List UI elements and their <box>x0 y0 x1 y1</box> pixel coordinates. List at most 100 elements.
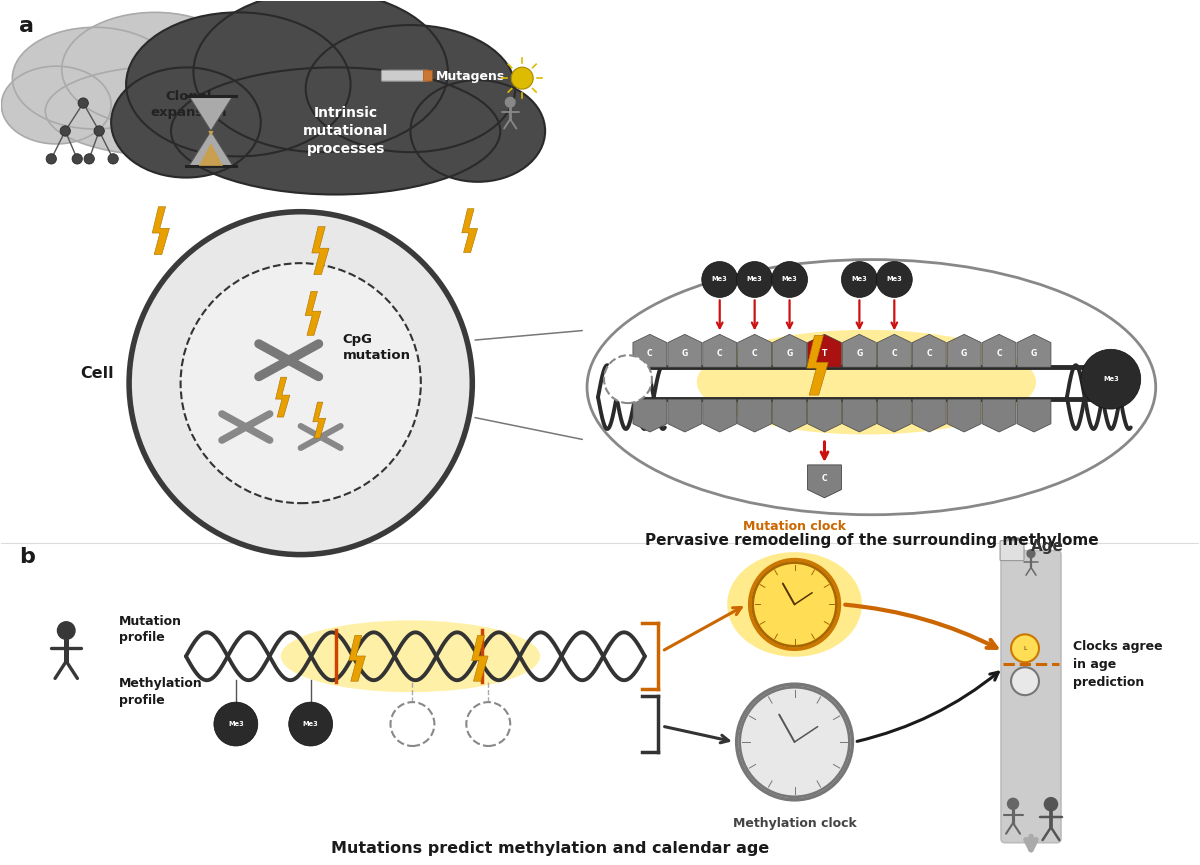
Text: L: L <box>1024 646 1027 650</box>
Text: b: b <box>19 547 35 567</box>
Circle shape <box>289 702 332 746</box>
Polygon shape <box>632 399 667 432</box>
Circle shape <box>390 702 434 746</box>
Polygon shape <box>703 334 737 368</box>
Text: Methylation clock: Methylation clock <box>733 817 857 830</box>
Text: T: T <box>822 349 827 358</box>
Ellipse shape <box>281 620 540 692</box>
Circle shape <box>108 154 119 164</box>
Circle shape <box>1012 667 1039 695</box>
Polygon shape <box>632 334 667 368</box>
Polygon shape <box>668 399 702 432</box>
Ellipse shape <box>112 67 260 177</box>
Text: C: C <box>822 474 827 484</box>
Polygon shape <box>199 144 223 166</box>
FancyBboxPatch shape <box>1000 541 1024 561</box>
Polygon shape <box>877 399 911 432</box>
Circle shape <box>511 67 533 89</box>
Polygon shape <box>668 334 702 368</box>
Text: C: C <box>716 349 722 358</box>
Circle shape <box>876 261 912 298</box>
Text: Mutation clock: Mutation clock <box>743 520 846 533</box>
Text: a: a <box>19 16 35 36</box>
Text: Me3: Me3 <box>302 721 318 727</box>
Circle shape <box>841 261 877 298</box>
Circle shape <box>737 684 852 800</box>
Ellipse shape <box>221 75 319 147</box>
Polygon shape <box>349 636 366 682</box>
Text: C: C <box>892 349 898 358</box>
Ellipse shape <box>1 67 112 144</box>
Text: C: C <box>647 349 653 358</box>
Polygon shape <box>877 334 911 368</box>
Polygon shape <box>912 399 946 432</box>
Polygon shape <box>773 399 806 432</box>
Polygon shape <box>738 399 772 432</box>
Polygon shape <box>305 292 320 336</box>
Ellipse shape <box>46 67 287 156</box>
Polygon shape <box>472 636 488 682</box>
Text: Intrinsic
mutational
processes: Intrinsic mutational processes <box>302 106 389 156</box>
Circle shape <box>604 356 652 403</box>
Text: Me3: Me3 <box>852 277 868 283</box>
FancyBboxPatch shape <box>382 70 428 81</box>
Circle shape <box>772 261 808 298</box>
Circle shape <box>1012 634 1039 663</box>
Text: C: C <box>752 349 757 358</box>
Circle shape <box>72 154 83 164</box>
FancyBboxPatch shape <box>424 70 432 81</box>
Circle shape <box>180 263 421 503</box>
Polygon shape <box>1018 399 1051 432</box>
Ellipse shape <box>170 67 500 195</box>
Text: G: G <box>786 349 793 358</box>
Circle shape <box>505 98 515 107</box>
Ellipse shape <box>12 28 176 129</box>
Text: Me3: Me3 <box>746 277 762 283</box>
Polygon shape <box>313 402 325 438</box>
Ellipse shape <box>410 80 545 182</box>
Polygon shape <box>209 131 214 136</box>
Polygon shape <box>152 207 169 254</box>
Ellipse shape <box>193 0 448 152</box>
Polygon shape <box>806 336 828 395</box>
Circle shape <box>1044 798 1057 811</box>
Circle shape <box>750 560 840 650</box>
Ellipse shape <box>126 12 350 157</box>
Text: Clocks agree
in age
prediction: Clocks agree in age prediction <box>1073 640 1163 689</box>
Text: Mutations predict methylation and calendar age: Mutations predict methylation and calend… <box>331 841 769 855</box>
Circle shape <box>84 154 95 164</box>
FancyBboxPatch shape <box>1001 551 1061 843</box>
Ellipse shape <box>587 260 1156 515</box>
Polygon shape <box>808 334 841 368</box>
Text: Me3: Me3 <box>228 721 244 727</box>
Text: C: C <box>926 349 932 358</box>
Text: Mutation
profile: Mutation profile <box>119 615 182 644</box>
Circle shape <box>739 687 850 797</box>
Circle shape <box>130 212 473 554</box>
Polygon shape <box>808 399 841 432</box>
Polygon shape <box>912 334 946 368</box>
Circle shape <box>46 154 56 164</box>
Text: Age: Age <box>1031 539 1064 554</box>
Text: Mutagens: Mutagens <box>436 70 505 83</box>
Polygon shape <box>982 399 1016 432</box>
Circle shape <box>94 125 104 136</box>
Text: ■: ■ <box>1006 535 1020 550</box>
Polygon shape <box>188 96 233 131</box>
Polygon shape <box>947 399 982 432</box>
Text: Me3: Me3 <box>781 277 798 283</box>
Polygon shape <box>738 334 772 368</box>
Ellipse shape <box>697 330 1036 434</box>
Ellipse shape <box>727 552 862 657</box>
Polygon shape <box>703 399 737 432</box>
Polygon shape <box>1018 334 1051 368</box>
Text: Cell: Cell <box>80 366 114 381</box>
Polygon shape <box>276 377 290 417</box>
Polygon shape <box>312 227 329 274</box>
Text: Pervasive remodeling of the surrounding methylome: Pervasive remodeling of the surrounding … <box>644 533 1098 548</box>
Circle shape <box>737 261 773 298</box>
Circle shape <box>1027 549 1034 558</box>
Ellipse shape <box>61 12 248 126</box>
Text: Me3: Me3 <box>1103 376 1118 382</box>
Text: Clonal
expansion: Clonal expansion <box>151 90 227 119</box>
